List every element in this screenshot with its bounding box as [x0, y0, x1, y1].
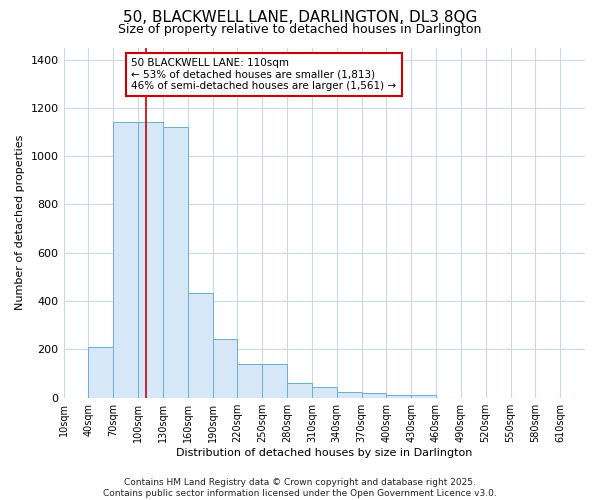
Y-axis label: Number of detached properties: Number of detached properties	[15, 135, 25, 310]
Bar	[212, 338, 238, 398]
Bar	[238, 364, 262, 398]
Bar	[138, 122, 163, 398]
Bar	[312, 387, 337, 398]
Bar	[337, 392, 362, 398]
Bar	[188, 292, 212, 398]
Bar	[88, 347, 113, 398]
Bar	[287, 383, 312, 398]
Text: 50, BLACKWELL LANE, DARLINGTON, DL3 8QG: 50, BLACKWELL LANE, DARLINGTON, DL3 8QG	[123, 10, 477, 25]
Text: Size of property relative to detached houses in Darlington: Size of property relative to detached ho…	[118, 22, 482, 36]
Bar	[113, 122, 138, 398]
Bar	[362, 393, 386, 398]
Bar	[262, 364, 287, 398]
Text: Contains HM Land Registry data © Crown copyright and database right 2025.
Contai: Contains HM Land Registry data © Crown c…	[103, 478, 497, 498]
Bar	[163, 127, 188, 398]
Bar	[386, 396, 411, 398]
X-axis label: Distribution of detached houses by size in Darlington: Distribution of detached houses by size …	[176, 448, 472, 458]
Bar	[411, 396, 436, 398]
Text: 50 BLACKWELL LANE: 110sqm
← 53% of detached houses are smaller (1,813)
46% of se: 50 BLACKWELL LANE: 110sqm ← 53% of detac…	[131, 58, 397, 91]
